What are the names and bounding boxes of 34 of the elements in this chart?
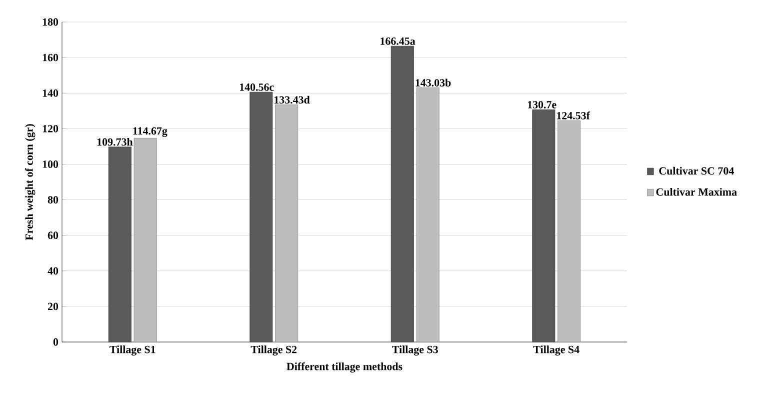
y-tick-label: 40 xyxy=(48,267,58,275)
bar xyxy=(250,92,273,342)
bar xyxy=(390,46,414,342)
y-tick-label: 160 xyxy=(42,54,58,62)
legend-label: Cultivar SC 704 xyxy=(659,166,734,175)
y-tick-label: 140 xyxy=(42,89,58,97)
data-label: 114.67g xyxy=(133,127,168,137)
data-label: 130.7e xyxy=(528,101,556,108)
bar xyxy=(558,120,581,342)
x-tick-label: Tillage S3 xyxy=(392,346,438,356)
data-label: 133.43d xyxy=(274,96,310,104)
y-axis-title: Fresh weight of corn (gr) xyxy=(25,124,36,240)
bar xyxy=(416,88,440,342)
y-tick-label: 60 xyxy=(48,232,58,240)
y-tick-label: 20 xyxy=(48,302,58,310)
bar xyxy=(108,146,132,342)
y-tick-label: 120 xyxy=(42,124,58,132)
y-tick-label: 100 xyxy=(42,160,58,168)
y-tick-label: 80 xyxy=(48,196,58,204)
legend-label: Cultivar Maxima xyxy=(656,188,737,196)
x-tick-label: Tillage S4 xyxy=(533,346,580,356)
bar xyxy=(134,138,157,342)
data-label: 140.56c xyxy=(240,83,274,91)
x-axis-title: Different tillage methods xyxy=(286,362,402,373)
y-tick-label: 0 xyxy=(53,338,58,346)
data-label: 143.03b xyxy=(416,78,451,87)
y-tick-label: 180 xyxy=(42,18,58,26)
bar xyxy=(532,109,556,342)
data-label: 166.45a xyxy=(380,37,416,45)
data-label: 109.73h xyxy=(97,138,133,146)
x-tick-label: Tillage S2 xyxy=(250,346,297,356)
bar xyxy=(275,104,298,342)
data-label: 124.53f xyxy=(557,112,590,120)
x-tick-label: Tillage S1 xyxy=(110,346,156,356)
